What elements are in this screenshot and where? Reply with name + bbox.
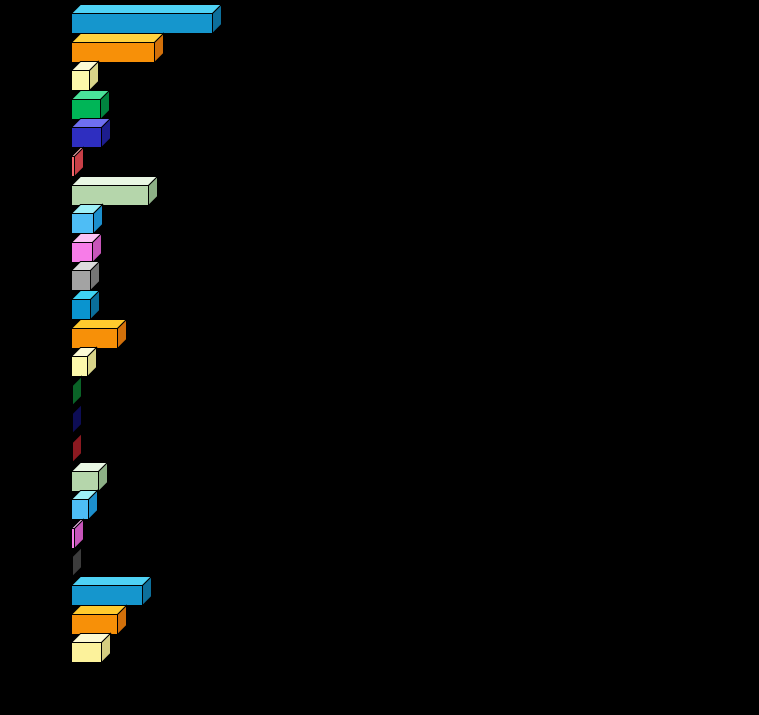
- bar-front-face: [71, 98, 101, 120]
- bar-front-face: [71, 70, 90, 92]
- bar-front-face: [71, 613, 118, 635]
- bar-13[interactable]: [70, 346, 98, 378]
- bar-front-face: [71, 442, 73, 463]
- bar-front-face: [71, 241, 93, 263]
- bar-7[interactable]: [70, 174, 159, 207]
- bar-front-face: [71, 527, 75, 549]
- bar-18[interactable]: [70, 489, 99, 521]
- bar-10[interactable]: [70, 260, 101, 293]
- bar-side-face: [72, 546, 82, 579]
- bar-front-face: [71, 156, 75, 177]
- bar-22[interactable]: [70, 603, 128, 636]
- bar-15[interactable]: [70, 403, 83, 436]
- bar-front-face: [71, 556, 73, 578]
- bar-front-face: [71, 413, 73, 435]
- bar-3[interactable]: [70, 60, 100, 92]
- bar-front-face: [71, 470, 99, 492]
- bar-front-face: [71, 13, 213, 34]
- bar-top-face: [70, 32, 165, 43]
- bar-front-face: [71, 299, 91, 320]
- bar-front-face: [71, 356, 88, 378]
- bar-14[interactable]: [70, 375, 83, 407]
- bar-front-face: [71, 213, 94, 235]
- bar-1[interactable]: [70, 3, 223, 35]
- bar-8[interactable]: [70, 203, 104, 235]
- bar-21[interactable]: [70, 575, 153, 607]
- bar-top-face: [70, 175, 159, 186]
- bar-front-face: [71, 127, 102, 149]
- bar-front-face: [71, 41, 155, 63]
- bar-front-face: [71, 384, 73, 406]
- bar-top-face: [70, 4, 223, 14]
- bar-6[interactable]: [70, 146, 85, 178]
- bar-front-face: [71, 184, 149, 206]
- bar-5[interactable]: [70, 117, 112, 150]
- bar-12[interactable]: [70, 317, 128, 350]
- bar-19[interactable]: [70, 518, 85, 550]
- bar-side-face: [72, 432, 82, 464]
- bar-front-face: [71, 642, 102, 664]
- bar-9[interactable]: [70, 232, 103, 264]
- bar-23[interactable]: [70, 632, 112, 664]
- bar-4[interactable]: [70, 89, 111, 121]
- bar-2[interactable]: [70, 31, 165, 64]
- bar-16[interactable]: [70, 432, 83, 464]
- bar-front-face: [71, 270, 91, 292]
- bar-front-face: [71, 327, 118, 349]
- bar-top-face: [70, 576, 153, 586]
- bar-20[interactable]: [70, 546, 83, 579]
- bar-front-face: [71, 585, 143, 606]
- bar-side-face: [72, 403, 82, 436]
- bar-17[interactable]: [70, 460, 109, 493]
- bar-11[interactable]: [70, 289, 101, 321]
- bar-side-face: [72, 375, 82, 407]
- bar-front-face: [71, 499, 89, 521]
